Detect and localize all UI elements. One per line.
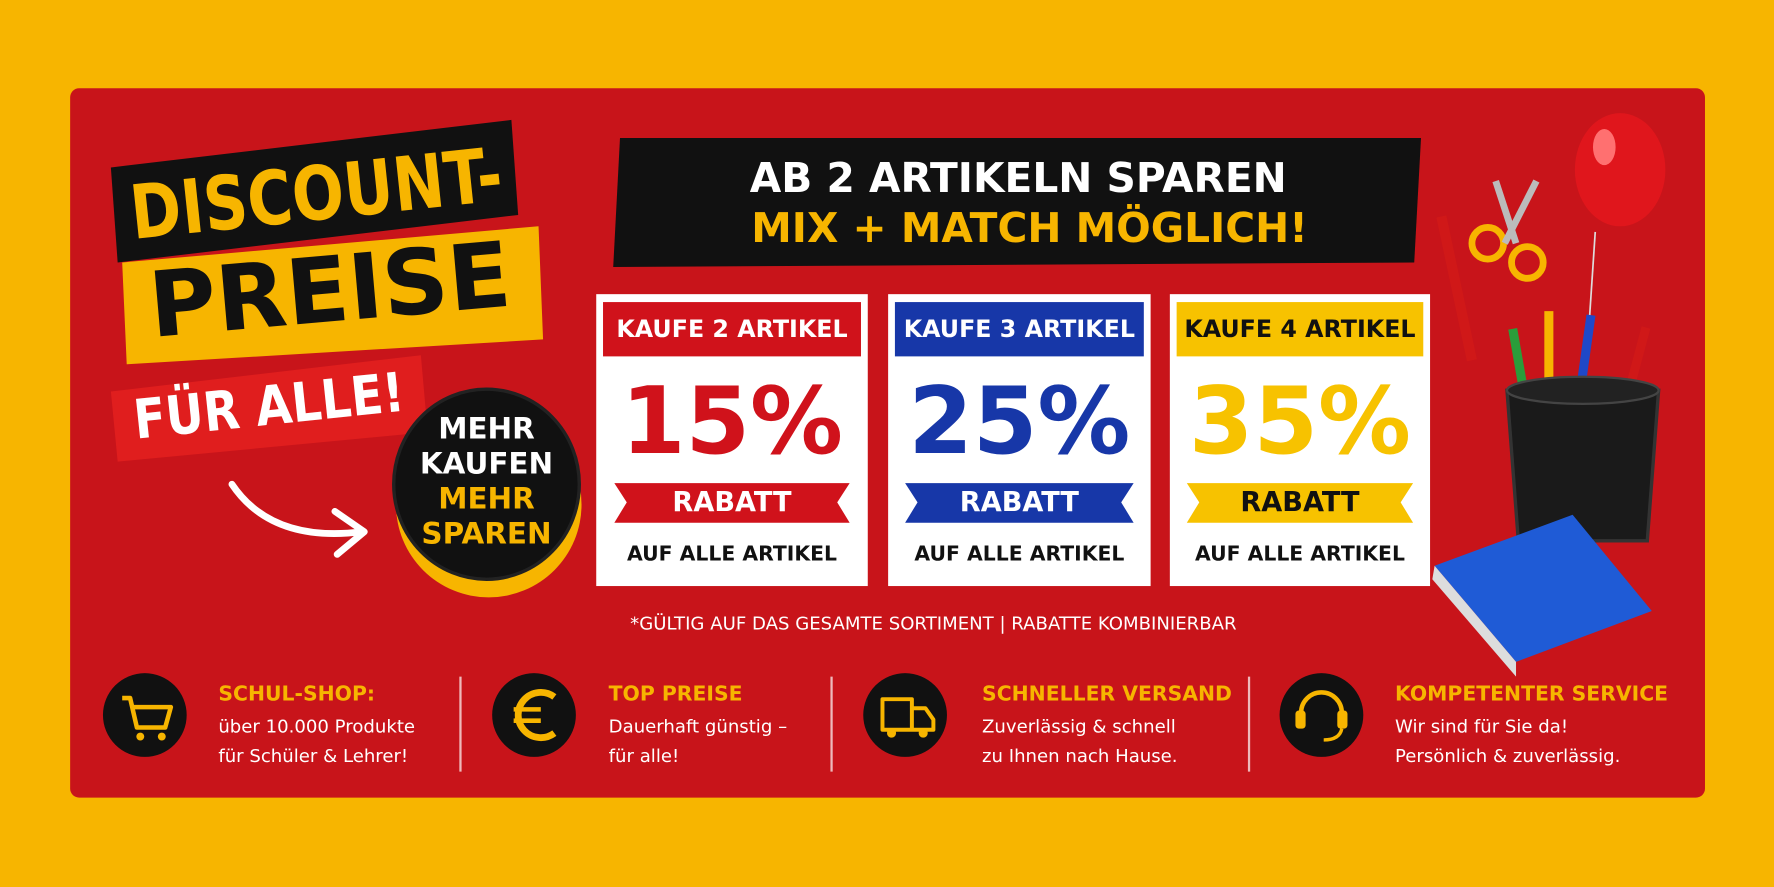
feature-text: über 10.000 Produkte: [218, 716, 415, 737]
badge-line4: SPAREN: [421, 517, 551, 551]
pen-cup-rim: [1505, 375, 1660, 406]
card-title: KAUFE 3 ARTIKEL: [904, 315, 1135, 343]
card-discount: 15%: [621, 367, 843, 475]
offer-card: KAUFE 2 ARTIKEL 15% RABATT AUF ALLE ARTI…: [596, 294, 868, 587]
pen: [1436, 215, 1477, 362]
cart-icon: [122, 695, 174, 730]
headset-mic: [1323, 728, 1344, 742]
pencil: [1544, 311, 1554, 425]
card-note: AUF ALLE ARTIKEL: [1195, 541, 1405, 565]
card-title: KAUFE 4 ARTIKEL: [1184, 315, 1415, 343]
cart-wheel: [136, 732, 145, 741]
balloon-shine: [1592, 128, 1616, 166]
feature-icon: [492, 673, 576, 757]
card-label: RABATT: [1240, 487, 1360, 518]
feature-icon: [102, 673, 187, 757]
badge: [392, 387, 581, 581]
footnote: *GÜLTIG AUF DAS GESAMTE SORTIMENT | RABA…: [630, 613, 1237, 635]
pen-cup: [1505, 388, 1661, 543]
card-ribbon: [1186, 483, 1414, 523]
feature-icon: [1279, 673, 1364, 757]
offer-card: KAUFE 3 ARTIKEL 25% RABATT AUF ALLE ARTI…: [888, 294, 1151, 587]
balloon: [1574, 113, 1666, 227]
card-title: KAUFE 2 ARTIKEL: [616, 315, 847, 343]
notebook-pages: [1432, 565, 1517, 677]
card-header: [894, 302, 1144, 357]
cart-wheel: [157, 732, 166, 741]
feature-text: Persönlich & zuverlässig.: [1395, 746, 1620, 767]
feature-title: KOMPETENTER SERVICE: [1395, 682, 1668, 706]
card-label: RABATT: [960, 487, 1080, 518]
feature-title: SCHUL-SHOP:: [218, 682, 375, 706]
feature-text: für alle!: [609, 746, 680, 767]
feature: SCHNELLER VERSAND Zuverlässig & schnell …: [863, 673, 1232, 767]
card-header: [1176, 302, 1424, 357]
card-label: RABATT: [672, 487, 792, 518]
feature: SCHUL-SHOP: über 10.000 Produkte für Sch…: [102, 673, 415, 767]
offer-card: KAUFE 4 ARTIKEL 35% RABATT AUF ALLE ARTI…: [1169, 294, 1431, 587]
headset-ear: [1295, 710, 1306, 729]
feature-text: zu Ihnen nach Hause.: [982, 746, 1178, 767]
banner-line2: MIX + MATCH MÖGLICH!: [751, 204, 1308, 252]
card-header: [603, 302, 861, 357]
euro-icon: [514, 689, 557, 742]
feature-text: Wir sind für Sie da!: [1395, 716, 1568, 737]
truck-wheel: [918, 728, 928, 738]
card-note: AUF ALLE ARTIKEL: [914, 541, 1124, 565]
feature: KOMPETENTER SERVICE Wir sind für Sie da!…: [1279, 673, 1668, 767]
feature-title: TOP PREISE: [609, 682, 743, 706]
feature-text: Zuverlässig & schnell: [982, 716, 1176, 737]
card-discount: 35%: [1189, 367, 1411, 475]
scissors-blade: [1501, 179, 1540, 245]
notebook: [1434, 514, 1652, 662]
card-ribbon: [614, 483, 850, 523]
feature-text: Dauerhaft günstig –: [609, 716, 787, 737]
scissors: [1508, 243, 1547, 282]
headline-bg-3: [110, 355, 428, 462]
badge-line3: MEHR: [438, 482, 535, 516]
arrow: [228, 480, 366, 537]
card-ribbon: [905, 483, 1134, 523]
truck-wheel: [887, 728, 897, 738]
card-note: AUF ALLE ARTIKEL: [627, 541, 837, 565]
feature-title: SCHNELLER VERSAND: [982, 682, 1232, 706]
banner-bg: [613, 138, 1422, 268]
feature-text: für Schüler & Lehrer!: [218, 746, 408, 767]
badge-line1: MEHR: [438, 411, 535, 445]
headline-bg-2: [122, 226, 544, 365]
truck-icon: [880, 697, 936, 732]
badge-line2: KAUFEN: [420, 446, 553, 480]
scissors: [1468, 224, 1507, 263]
balloon-string: [1588, 231, 1597, 317]
headset-icon: [1298, 690, 1345, 722]
card-discount: 25%: [908, 367, 1130, 475]
decoration: [1432, 113, 1666, 677]
headline-bg-1: [110, 119, 519, 263]
feature-icon: [863, 673, 947, 757]
arrow-head: [331, 507, 368, 558]
banner-line1: AB 2 ARTIKELN SPAREN: [750, 154, 1287, 202]
headset-ear: [1337, 710, 1348, 729]
feature: TOP PREISE Dauerhaft günstig – für alle!: [492, 673, 787, 767]
